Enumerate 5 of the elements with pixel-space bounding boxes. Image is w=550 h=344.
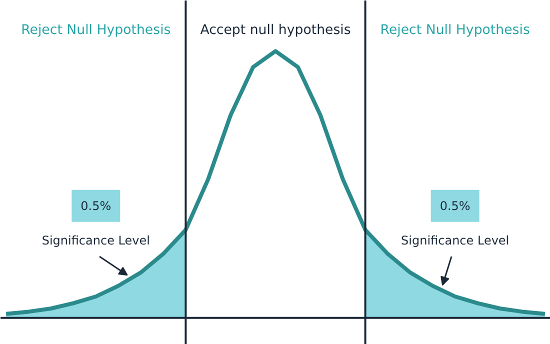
text: Reject Null Hypothesis (21, 23, 171, 38)
text: 0.5% Significance Level (42, 198, 150, 248)
text: Reject Null Hypothesis (380, 23, 530, 38)
text: Accept null hypothesis (200, 23, 351, 38)
text: 0.5% Significance Level (401, 198, 510, 248)
